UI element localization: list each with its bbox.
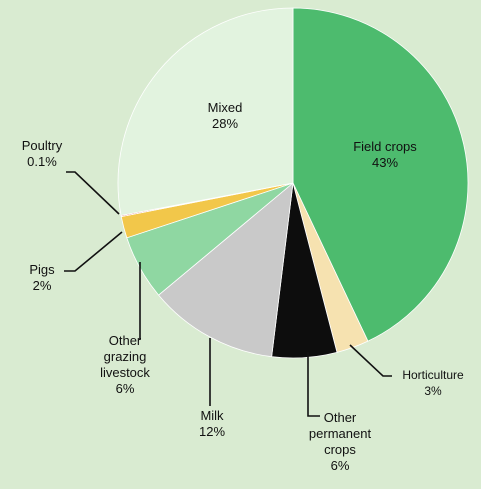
value-label: 12% [198,424,226,439]
slice-label: Mixed 28% [185,100,265,132]
leader-line [64,231,123,272]
slice-label: Milk 12% [182,408,242,440]
value-label: 6% [330,458,350,473]
slice-label: Field crops 43% [350,139,420,171]
value-label: 6% [115,381,135,396]
value-label: 3% [424,384,442,398]
pie-slice [292,7,469,342]
leader-line [349,344,392,377]
slice-label: Horticulture 3% [388,367,478,399]
pie-slice [117,7,294,216]
value-label: 28% [211,116,239,131]
value-label: 0.1% [27,154,57,169]
value-label: 2% [32,278,52,293]
leader-line [307,352,320,417]
category-name: Pigs [29,262,55,277]
slice-label: Poultry 0.1% [12,138,72,170]
slice-label: Other permanent crops 6% [295,410,385,474]
slice-label: Other grazing livestock 6% [90,333,160,397]
category-name: Other permanent crops [308,410,372,457]
value-label: 43% [371,155,399,170]
leader-line [66,171,120,215]
category-name: Milk [200,408,224,423]
pie-slice [158,182,294,358]
category-name: Poultry [21,138,63,153]
category-name: Horticulture [402,368,464,382]
category-name: Other grazing livestock [100,333,150,380]
slice-label: Pigs 2% [17,262,67,294]
category-name: Mixed [207,100,243,115]
category-name: Field crops [353,139,417,154]
